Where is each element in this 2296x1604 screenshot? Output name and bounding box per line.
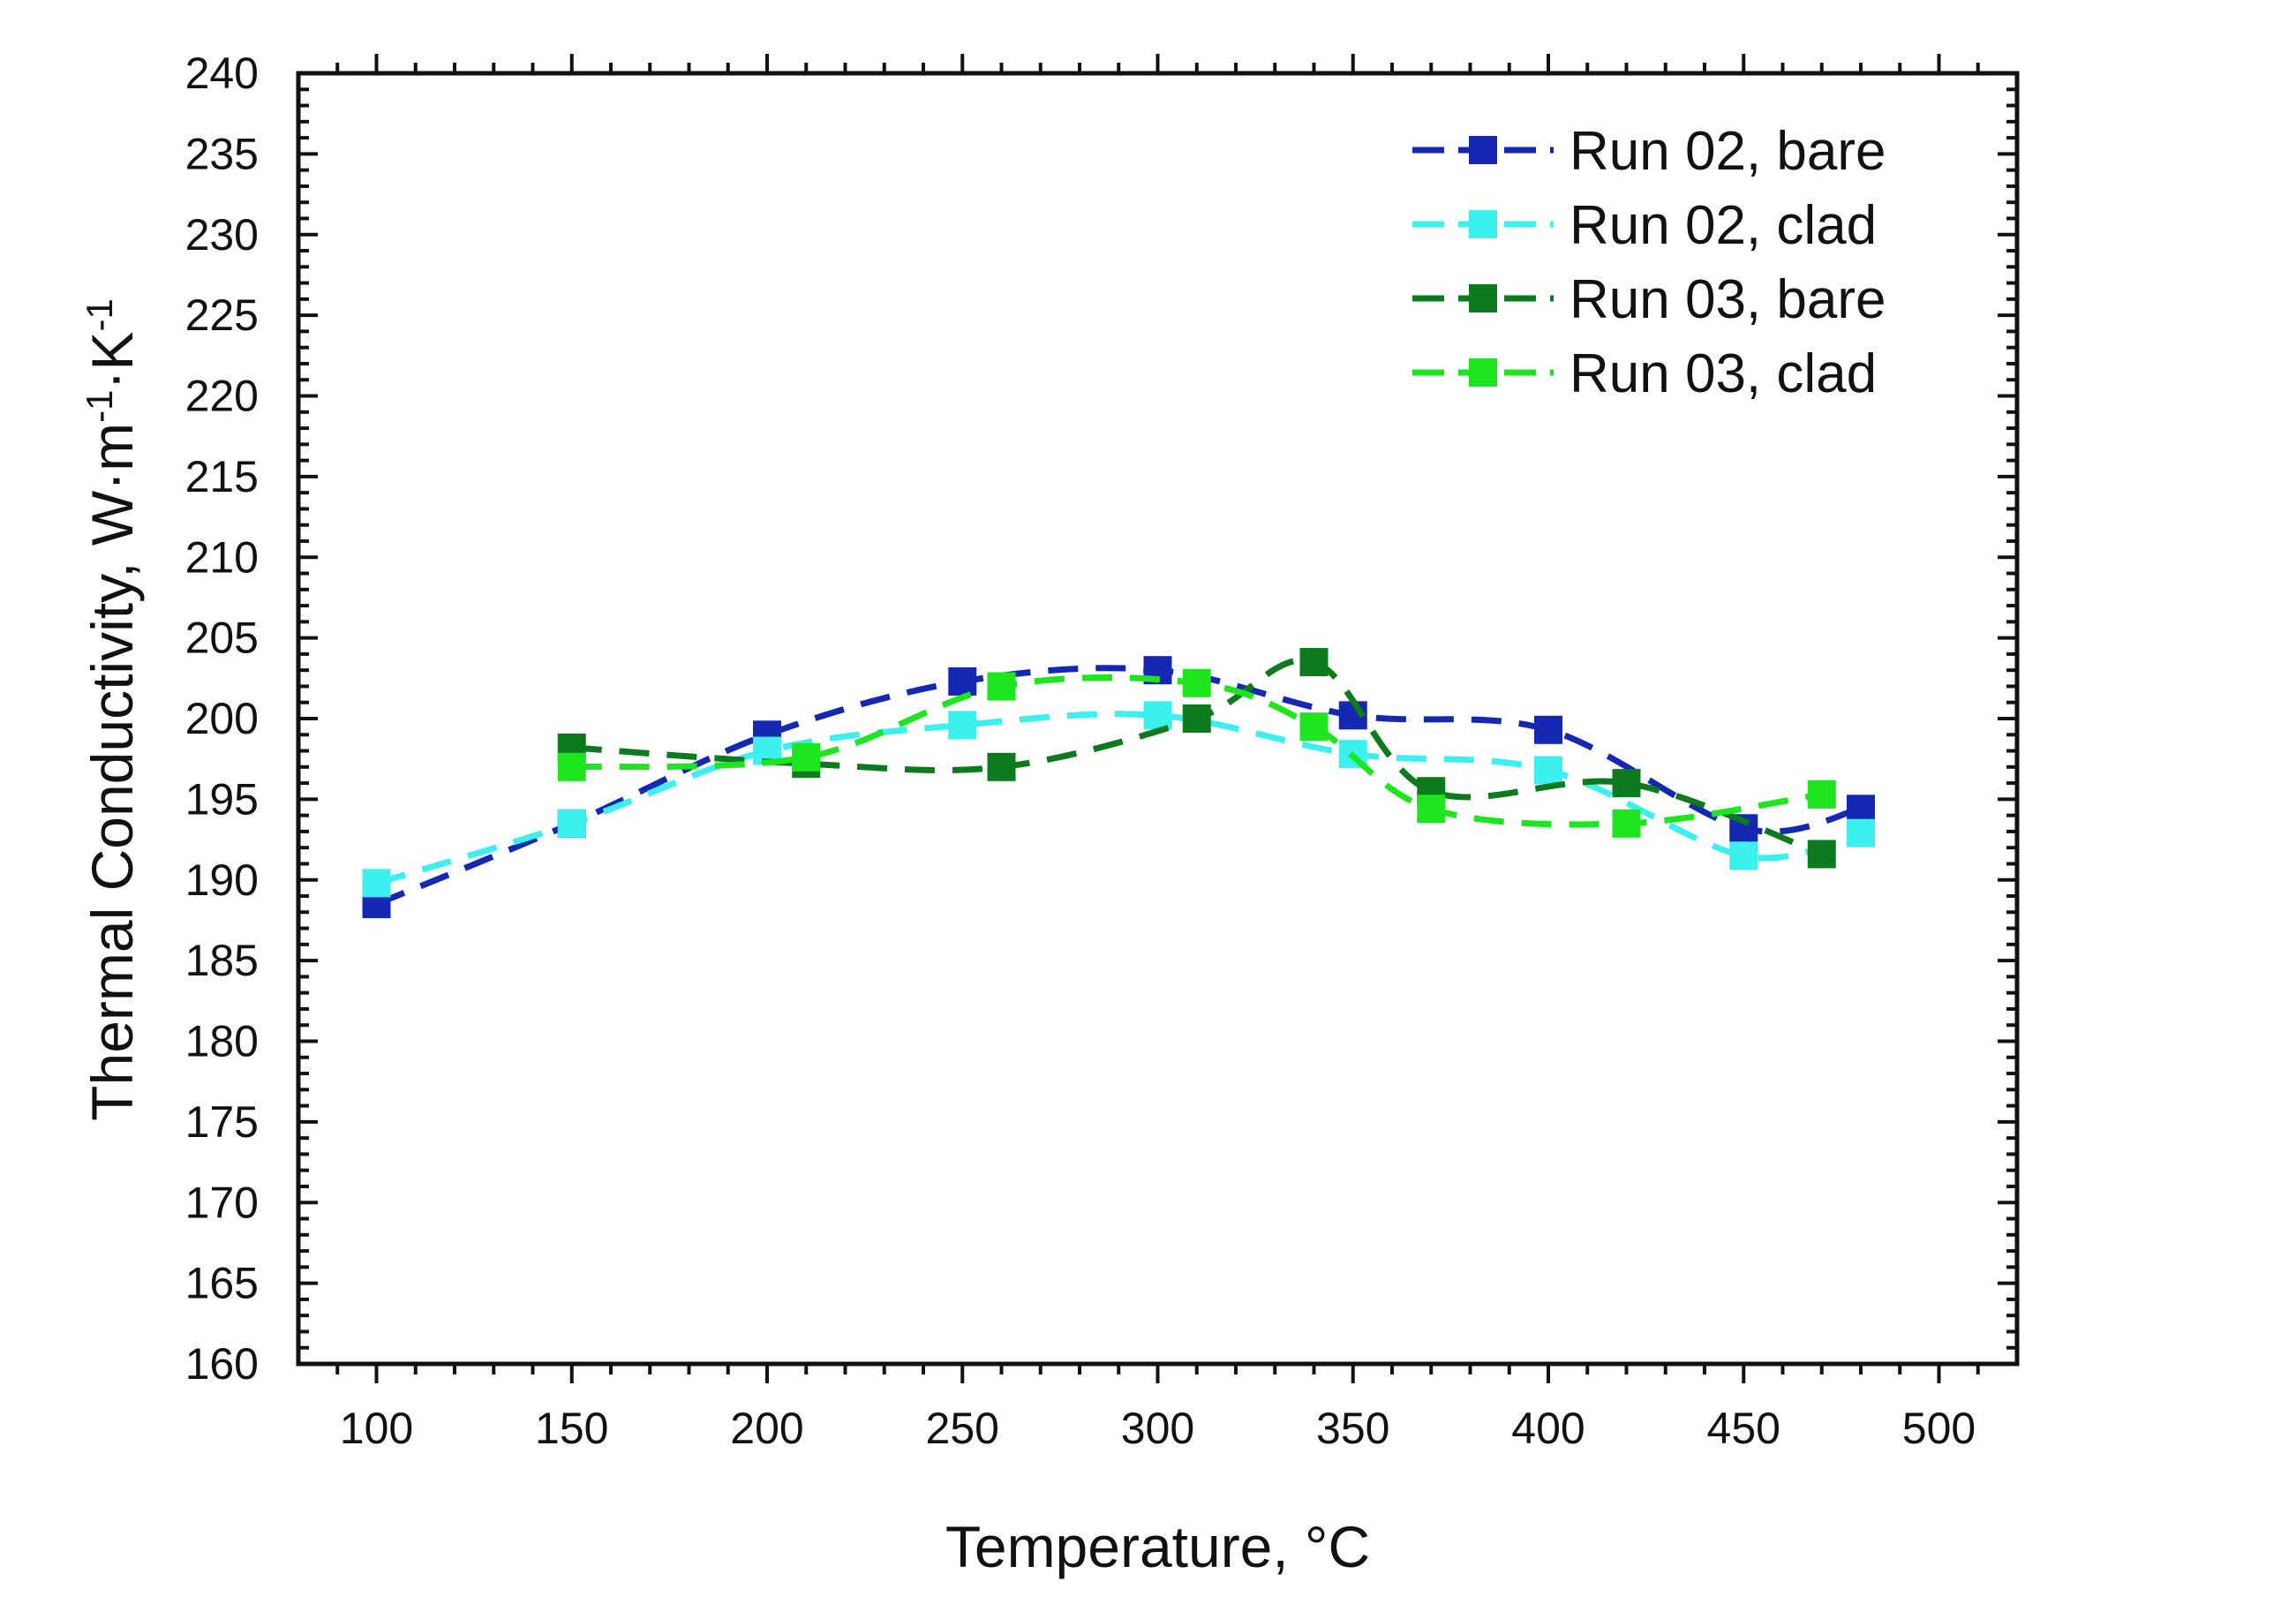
data-point-run-02-clad — [1534, 756, 1562, 785]
axis-ticks: 100 150 200 250 300 350 400 450 500 160 165 170 175 1… — [185, 49, 2017, 1453]
data-point-run-02-clad — [362, 869, 391, 898]
legend-marker-run-02-clad — [1469, 210, 1497, 238]
y-tick-label: 210 — [185, 532, 259, 582]
legend-label-run-03-clad: Run 03, clad — [1570, 343, 1877, 404]
data-point-run-03-bare — [1807, 840, 1836, 869]
x-tick-label: 450 — [1707, 1404, 1780, 1453]
data-point-run-02-clad — [557, 809, 586, 838]
x-tick-label: 400 — [1511, 1404, 1585, 1453]
legend-marker-run-03-clad — [1469, 358, 1497, 387]
x-axis-title: Temperature, °C — [945, 1514, 1370, 1579]
data-point-run-03-clad — [1299, 712, 1329, 742]
y-tick-label: 230 — [185, 210, 259, 260]
y-axis-title-mid: ·K — [79, 332, 145, 390]
y-tick-label: 205 — [185, 614, 259, 663]
x-tick-label: 250 — [926, 1404, 999, 1453]
data-point-run-02-clad — [1729, 841, 1758, 870]
data-point-run-02-bare — [948, 666, 977, 696]
x-tick-label: 200 — [730, 1404, 803, 1453]
y-tick-label: 220 — [185, 372, 259, 421]
y-tick-label: 225 — [185, 290, 259, 340]
y-tick-label: 195 — [185, 774, 259, 824]
data-point-run-03-clad — [557, 752, 586, 781]
y-tick-label: 240 — [185, 49, 259, 98]
legend: Run 02, bare Run 02, clad Run 03, bare Run … — [1412, 121, 1886, 404]
data-point-run-03-bare — [1299, 648, 1329, 677]
data-point-run-03-bare — [1612, 769, 1641, 798]
x-tick-label: 150 — [535, 1404, 608, 1453]
y-tick-label: 160 — [185, 1339, 259, 1389]
legend-marker-run-02-bare — [1469, 136, 1497, 164]
data-point-run-03-clad — [1417, 794, 1446, 824]
data-point-run-03-clad — [987, 672, 1016, 701]
y-tick-label: 180 — [185, 1017, 259, 1066]
series-line-run-02-clad — [375, 711, 1862, 886]
x-tick-label: 350 — [1316, 1404, 1389, 1453]
y-tick-label: 185 — [185, 936, 259, 985]
data-point-run-03-bare — [987, 752, 1016, 781]
y-tick-label: 175 — [185, 1097, 259, 1147]
y-axis-title-sup1: -1 — [79, 390, 120, 423]
legend-label-run-03-bare: Run 03, bare — [1570, 269, 1886, 330]
x-tick-label: 300 — [1121, 1404, 1194, 1453]
legend-marker-run-03-bare — [1469, 284, 1497, 313]
data-point-run-02-bare — [1847, 794, 1875, 824]
y-tick-label: 190 — [185, 855, 259, 905]
y-tick-label: 235 — [185, 129, 259, 178]
data-point-run-03-clad — [1807, 779, 1836, 809]
y-tick-label: 200 — [185, 694, 259, 743]
y-axis-title-base: Thermal Conductivity, W·m — [79, 423, 145, 1121]
series-line-run-03-clad — [571, 674, 1823, 828]
x-tick-label: 500 — [1902, 1404, 1976, 1453]
y-tick-label: 215 — [185, 452, 259, 501]
legend-label-run-02-clad: Run 02, clad — [1570, 195, 1877, 256]
data-point-run-02-bare — [1534, 715, 1562, 744]
series-layer — [362, 648, 1875, 919]
data-point-run-03-bare — [1182, 704, 1211, 733]
data-point-run-02-clad — [1847, 818, 1875, 847]
data-point-run-03-clad — [1182, 668, 1211, 697]
y-axis-title: Thermal Conductivity, W·m-1·K-1 — [79, 298, 146, 1121]
y-axis-title-sup2: -1 — [79, 298, 120, 331]
data-point-run-02-clad — [948, 711, 977, 740]
legend-label-run-02-bare: Run 02, bare — [1570, 121, 1886, 182]
x-tick-label: 100 — [340, 1404, 413, 1453]
data-point-run-03-clad — [792, 742, 821, 772]
y-tick-label: 170 — [185, 1178, 259, 1227]
data-point-run-02-clad — [1143, 701, 1172, 730]
data-point-run-03-clad — [1612, 809, 1641, 838]
y-tick-label: 165 — [185, 1259, 259, 1308]
